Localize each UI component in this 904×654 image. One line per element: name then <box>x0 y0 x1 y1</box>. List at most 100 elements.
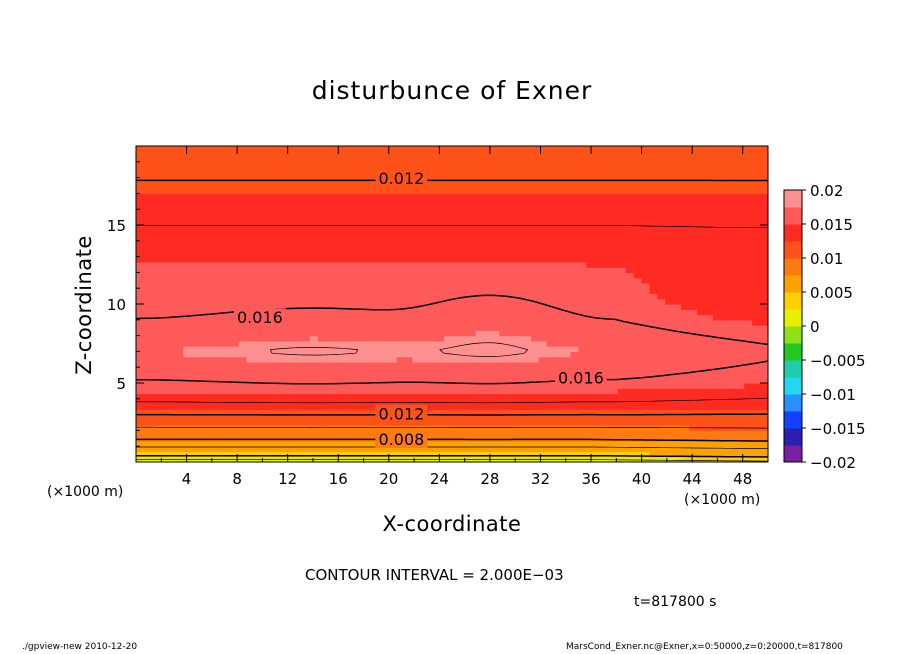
heatmap-cell <box>357 404 366 410</box>
heatmap-cell <box>736 388 745 395</box>
heatmap-cell <box>143 156 153 163</box>
heatmap-cell <box>578 272 587 279</box>
heatmap-cell <box>649 346 658 352</box>
heatmap-cell <box>452 409 461 416</box>
heatmap-cell <box>712 325 722 331</box>
heatmap-cell <box>538 325 548 331</box>
heatmap-cell <box>665 435 674 442</box>
heatmap-cell <box>515 203 524 210</box>
heatmap-cell <box>207 346 216 352</box>
heatmap-cell <box>436 203 445 210</box>
heatmap-cell <box>491 304 500 310</box>
heatmap-cell <box>215 430 224 437</box>
heatmap-cell <box>712 288 722 295</box>
heatmap-cell <box>459 340 469 347</box>
heatmap-cell <box>167 277 177 284</box>
heatmap-cell <box>696 203 706 210</box>
heatmap-cell <box>278 156 287 163</box>
heatmap-cell <box>420 314 429 321</box>
heatmap-cell <box>412 256 421 263</box>
heatmap-cell <box>459 146 469 152</box>
heatmap-cell <box>357 314 366 321</box>
heatmap-cell <box>531 425 540 431</box>
heatmap-cell <box>467 335 477 342</box>
heatmap-cell <box>309 356 319 363</box>
heatmap-cell <box>175 440 184 447</box>
heatmap-cell <box>396 161 406 168</box>
heatmap-cell <box>254 251 263 258</box>
heatmap-cell <box>728 214 737 221</box>
heatmap-cell <box>531 293 540 300</box>
heatmap-cell <box>199 172 208 179</box>
heatmap-cell <box>215 282 224 289</box>
heatmap-cell <box>436 288 445 295</box>
heatmap-cell <box>523 277 532 284</box>
heatmap-cell <box>649 314 658 321</box>
heatmap-cell <box>254 277 263 284</box>
heatmap-cell <box>586 203 595 210</box>
heatmap-cell <box>467 161 477 168</box>
heatmap-cell <box>744 214 753 221</box>
heatmap-cell <box>254 383 263 389</box>
heatmap-cell <box>294 251 303 258</box>
heatmap-cell <box>404 304 414 310</box>
heatmap-cell <box>459 319 469 326</box>
heatmap-cell <box>475 146 485 152</box>
heatmap-cell <box>262 161 271 168</box>
heatmap-cell <box>365 151 374 158</box>
heatmap-cell <box>617 335 627 342</box>
heatmap-cell <box>452 377 461 384</box>
heatmap-cell <box>570 351 579 358</box>
heatmap-cell <box>167 409 177 416</box>
heatmap-cell <box>278 188 287 194</box>
heatmap-cell <box>183 393 192 400</box>
heatmap-cell <box>286 261 295 268</box>
heatmap-cell <box>444 404 453 410</box>
heatmap-cell <box>689 314 698 321</box>
heatmap-cell <box>294 419 303 426</box>
heatmap-cell <box>230 293 240 300</box>
heatmap-cell <box>373 304 382 310</box>
heatmap-cell <box>143 282 153 289</box>
heatmap-cell <box>215 298 224 305</box>
heatmap-cell <box>365 377 374 384</box>
heatmap-cell <box>523 193 532 200</box>
heatmap-cell <box>191 398 200 405</box>
heatmap-cell <box>515 414 524 421</box>
heatmap-cell <box>499 161 508 168</box>
heatmap-cell <box>183 198 192 205</box>
heatmap-cell <box>491 419 500 426</box>
heatmap-cell <box>641 451 651 458</box>
heatmap-cell <box>159 172 169 179</box>
heatmap-cell <box>594 319 603 326</box>
heatmap-cell <box>594 430 603 437</box>
heatmap-cell <box>633 435 643 442</box>
heatmap-cell <box>357 172 366 179</box>
heatmap-cell <box>681 456 690 462</box>
heatmap-cell <box>562 272 572 279</box>
heatmap-cell <box>151 388 161 395</box>
heatmap-cell <box>752 456 761 462</box>
heatmap-cell <box>475 282 485 289</box>
heatmap-cell <box>373 393 382 400</box>
heatmap-cell <box>594 146 603 152</box>
heatmap-cell <box>625 325 635 331</box>
heatmap-cell <box>752 209 761 216</box>
heatmap-cell <box>728 251 737 258</box>
heatmap-cell <box>357 188 366 194</box>
heatmap-cell <box>554 404 564 410</box>
heatmap-cell <box>538 340 548 347</box>
heatmap-cell <box>720 304 730 310</box>
heatmap-cell <box>230 414 240 421</box>
heatmap-cell <box>207 425 216 431</box>
heatmap-cell <box>696 282 706 289</box>
heatmap-cell <box>665 356 674 363</box>
heatmap-cell <box>412 367 421 374</box>
heatmap-cell <box>720 146 730 152</box>
heatmap-cell <box>531 156 540 163</box>
heatmap-cell <box>673 435 682 442</box>
heatmap-cell <box>562 346 572 352</box>
heatmap-cell <box>301 251 311 258</box>
heatmap-cell <box>546 203 556 210</box>
heatmap-cell <box>523 383 532 389</box>
